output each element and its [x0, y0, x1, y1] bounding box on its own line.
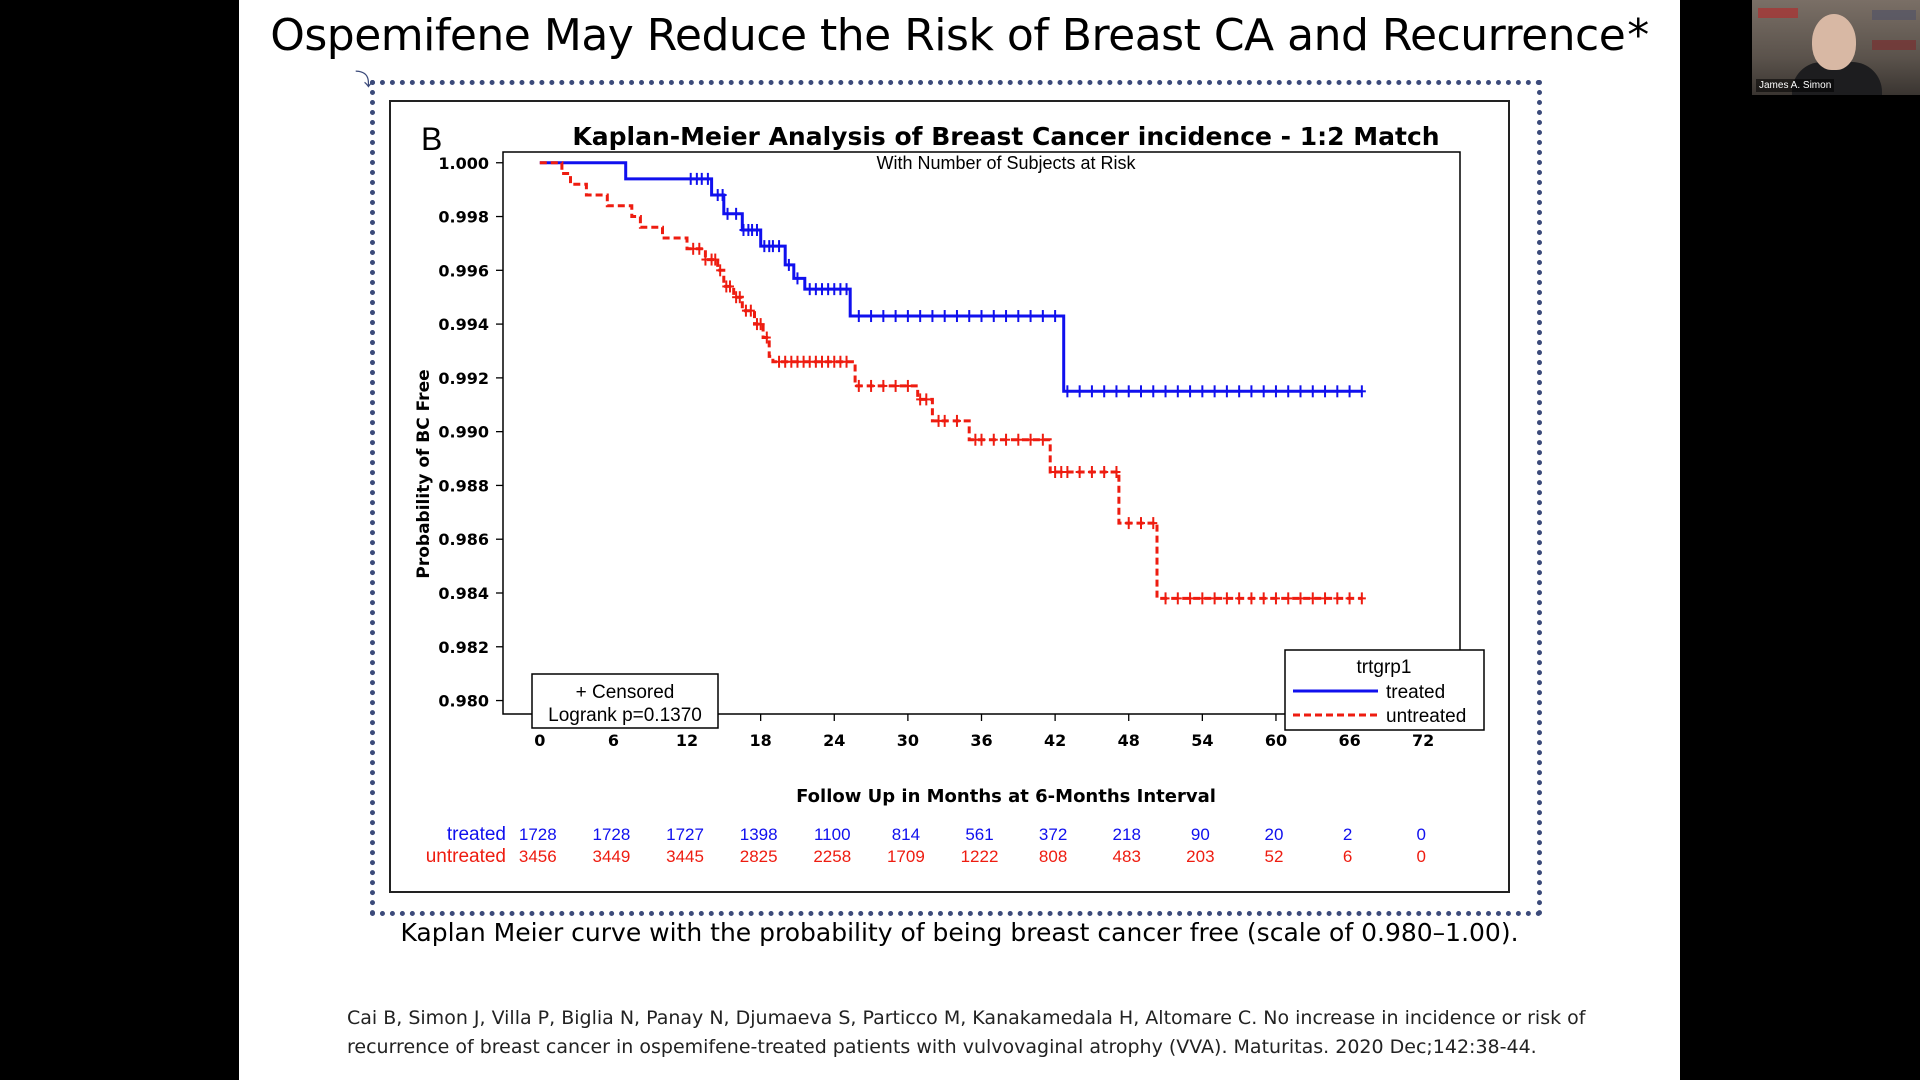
km-line-treated [539, 161, 1362, 393]
km-chart: B Kaplan-Meier Analysis of Breast Cancer… [414, 121, 1485, 867]
y-tick-label: 0.982 [438, 638, 489, 657]
axis-ticks: 1.000 0.998 0.996 0.994 0.992 0.990 0.988 0.986… [438, 151, 1461, 750]
at-risk-untreated-value: 6 [1343, 847, 1352, 866]
x-tick-label: 66 [1338, 731, 1360, 750]
y-tick-label: 0.984 [438, 584, 489, 603]
plot-frame [502, 151, 1461, 715]
y-tick-label: 0.998 [438, 208, 489, 227]
censor-annotation: + Censored Logrank p=0.1370 [531, 673, 719, 729]
x-tick-label: 42 [1044, 731, 1066, 750]
legend-label-treated: treated [1386, 682, 1445, 703]
at-risk-treated-value: 20 [1265, 825, 1284, 844]
slide: Ospemifene May Reduce the Risk of Breast… [239, 0, 1680, 1080]
panel-label: B [421, 121, 442, 157]
plot-series [539, 161, 1366, 605]
x-tick-label: 0 [534, 731, 545, 750]
at-risk-untreated-value: 2825 [740, 847, 778, 866]
x-tick-label: 30 [897, 731, 919, 750]
legend-label-untreated: untreated [1386, 706, 1466, 727]
y-tick-label: 0.994 [438, 315, 489, 334]
at-risk-treated-value: 561 [965, 825, 993, 844]
y-tick-label: 0.990 [438, 423, 489, 442]
at-risk-untreated-value: 2258 [813, 847, 851, 866]
chart-legend: trtgrp1 treated untreated [1284, 649, 1485, 731]
at-risk-label-untreated: untreated [426, 846, 506, 867]
at-risk-untreated-value: 3445 [666, 847, 704, 866]
km-figure: B Kaplan-Meier Analysis of Breast Cancer… [389, 100, 1510, 893]
logrank-note: Logrank p=0.1370 [548, 705, 702, 726]
at-risk-untreated-value: 3456 [519, 847, 557, 866]
x-tick-label: 72 [1412, 731, 1434, 750]
at-risk-treated-value: 814 [892, 825, 920, 844]
y-tick-label: 0.980 [438, 692, 489, 711]
x-tick-label: 60 [1265, 731, 1287, 750]
presenter-face [1812, 14, 1856, 70]
x-tick-label: 36 [970, 731, 992, 750]
at-risk-treated-value: 1728 [519, 825, 557, 844]
y-axis-label: Probability of BC Free [414, 369, 434, 578]
x-tick-label: 24 [823, 731, 845, 750]
at-risk-treated-value: 372 [1039, 825, 1067, 844]
y-tick-label: 1.000 [438, 154, 489, 173]
at-risk-untreated-value: 52 [1265, 847, 1284, 866]
x-tick-label: 18 [750, 731, 772, 750]
webcam-thumbnail[interactable]: James A. Simon [1752, 0, 1920, 95]
y-tick-label: 0.986 [438, 530, 489, 549]
x-tick-label: 54 [1191, 731, 1213, 750]
y-tick-label: 0.992 [438, 369, 489, 388]
at-risk-treated-value: 1100 [814, 825, 851, 844]
at-risk-treated-value: 0 [1416, 825, 1425, 844]
at-risk-label-treated: treated [447, 824, 506, 845]
at-risk-untreated-value: 808 [1039, 847, 1067, 866]
x-tick-label: 48 [1118, 731, 1140, 750]
title-asterisk: * [1627, 10, 1649, 61]
at-risk-treated-value: 1727 [666, 825, 704, 844]
legend-title: trtgrp1 [1357, 657, 1412, 678]
at-risk-untreated-value: 0 [1416, 847, 1425, 866]
x-axis-label: Follow Up in Months at 6-Months Interval [796, 786, 1216, 807]
at-risk-treated-value: 218 [1113, 825, 1141, 844]
censored-note: + Censored [576, 682, 675, 703]
figure-caption: Kaplan Meier curve with the probability … [400, 918, 1519, 947]
at-risk-table: 1728 3456 1728 3449 1727 3445 1398 2825 1100 2258… [519, 825, 1426, 866]
frame-arrow-icon: ⤵ [355, 70, 373, 90]
at-risk-untreated-value: 1222 [961, 847, 999, 866]
citation: Cai B, Simon J, Villa P, Biglia N, Panay… [347, 1007, 1586, 1058]
chart-title: Kaplan-Meier Analysis of Breast Cancer i… [572, 122, 1439, 151]
x-tick-label: 6 [608, 731, 619, 750]
at-risk-untreated-value: 203 [1186, 847, 1214, 866]
webcam-name-label: James A. Simon [1756, 79, 1835, 92]
at-risk-untreated-value: 483 [1113, 847, 1141, 866]
at-risk-treated-value: 90 [1191, 825, 1210, 844]
at-risk-untreated-value: 1709 [887, 847, 925, 866]
figure-dotted-frame [370, 80, 1542, 916]
km-line-untreated [539, 161, 1362, 600]
y-tick-label: 0.996 [438, 261, 489, 280]
at-risk-treated-value: 2 [1343, 825, 1352, 844]
at-risk-treated-value: 1728 [593, 825, 631, 844]
x-tick-label: 12 [676, 731, 698, 750]
y-tick-label: 0.988 [438, 476, 489, 495]
at-risk-untreated-value: 3449 [593, 847, 631, 866]
at-risk-treated-value: 1398 [740, 825, 778, 844]
chart-subtitle: With Number of Subjects at Risk [876, 153, 1136, 173]
slide-title: Ospemifene May Reduce the Risk of Breast… [270, 10, 1649, 61]
